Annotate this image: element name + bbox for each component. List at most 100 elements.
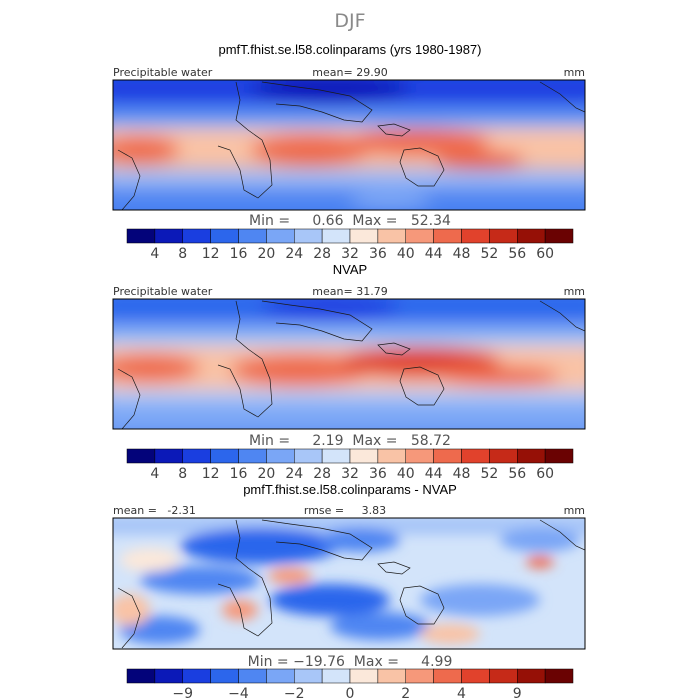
colorbar-tick-label: 48: [453, 246, 471, 262]
colorbar-tick-label: −4: [228, 686, 249, 700]
panel-obs-map: [113, 299, 585, 429]
colorbar-tick-label: 60: [536, 246, 554, 262]
colorbar-tick-label: 44: [425, 466, 443, 482]
colorbar-tick-label: 40: [397, 246, 415, 262]
colorbar-swatch: [321, 668, 351, 684]
colorbar-swatch: [154, 228, 183, 244]
panel-obs-colorbar: 4 8 12 16 20 24 28 32 36 40 44 48 52 56 60: [126, 448, 574, 482]
panel-diff: pmfT.fhist.se.l58.colinparams - NVAP mea…: [112, 482, 586, 700]
panel-model-map: [113, 80, 585, 210]
panel-diff-frame: [112, 517, 586, 650]
panel-obs-left-label: Precipitable water: [113, 285, 213, 298]
panel-model-colorbar: 4 8 12 16 20 24 28 32 36 40 44 48 52 56 60: [126, 228, 574, 262]
colorbar-tick-label: 0: [346, 686, 355, 700]
panel-obs-frame: [112, 298, 586, 430]
colorbar-tick-label: 52: [480, 246, 498, 262]
panel-model: pmfT.fhist.se.l58.colinparams (yrs 1980-…: [112, 42, 586, 262]
colorbar-swatch: [489, 668, 518, 684]
colorbar-swatch: [377, 668, 406, 684]
panel-model-left-label: Precipitable water: [113, 66, 213, 79]
colorbar-swatch: [517, 228, 546, 244]
colorbar-swatch: [154, 448, 183, 464]
colorbar-tick-label: 8: [178, 246, 187, 262]
colorbar-swatch: [210, 228, 239, 244]
panel-diff-minmax: Min = −19.76 Max = 4.99: [248, 654, 453, 670]
panel-obs-minmax: Min = 2.19 Max = 58.72: [249, 433, 451, 449]
panel-model-minmax: Min = 0.66 Max = 52.34: [249, 213, 451, 229]
panel-diff-colorbar: −9 −4 −2 0 2 4 9: [126, 668, 574, 700]
colorbar-tick-label: 24: [285, 246, 303, 262]
colorbar-swatch: [321, 448, 351, 464]
colorbar-swatch: [517, 668, 546, 684]
colorbar-swatch: [461, 228, 490, 244]
colorbar-swatch: [544, 668, 574, 684]
colorbar-swatch: [266, 668, 295, 684]
colorbar-tick-label: 28: [313, 246, 331, 262]
colorbar-swatch: [377, 228, 406, 244]
colorbar-swatch: [349, 668, 379, 684]
colorbar-swatch: [126, 228, 156, 244]
panel-diff-title: pmfT.fhist.se.l58.colinparams - NVAP: [243, 482, 457, 497]
colorbar-swatch: [349, 228, 379, 244]
colorbar-swatch: [405, 228, 434, 244]
colorbar-swatch: [461, 448, 490, 464]
colorbar-swatch: [489, 448, 518, 464]
panel-diff-rmse-label: rmse = 3.83: [304, 504, 386, 517]
colorbar-swatch: [433, 668, 462, 684]
colorbar-tick-label: 9: [513, 686, 522, 700]
colorbar-tick-label: 56: [508, 246, 526, 262]
colorbar-tick-label: 52: [480, 466, 498, 482]
colorbar-tick-label: 28: [313, 466, 331, 482]
panel-model-frame: [112, 79, 586, 211]
panel-diff-map: [113, 518, 585, 649]
colorbar-tick-label: 12: [202, 246, 220, 262]
colorbar-swatch: [433, 228, 462, 244]
colorbar-swatch: [544, 448, 574, 464]
colorbar-swatch: [405, 668, 434, 684]
colorbar-swatch: [294, 448, 323, 464]
colorbar-swatch: [294, 668, 323, 684]
colorbar-tick-label: 8: [178, 466, 187, 482]
colorbar-tick-label: 16: [230, 246, 248, 262]
colorbar-swatch: [182, 448, 211, 464]
colorbar-tick-label: 56: [508, 466, 526, 482]
colorbar-swatch: [489, 228, 518, 244]
colorbar-swatch: [210, 448, 239, 464]
panel-obs: NVAP Precipitable water mean= 31.79 mm: [112, 262, 586, 482]
figure-title: DJF: [334, 10, 365, 32]
panel-model-mean-label: mean= 29.90: [312, 66, 387, 79]
colorbar-tick-label: −9: [172, 686, 193, 700]
colorbar-tick-label: 44: [425, 246, 443, 262]
colorbar-tick-label: 16: [230, 466, 248, 482]
colorbar-swatch: [182, 228, 211, 244]
colorbar-swatch: [238, 228, 267, 244]
colorbar-swatch: [321, 228, 351, 244]
colorbar-tick-label: 12: [202, 466, 220, 482]
panel-obs-title: NVAP: [333, 262, 367, 277]
colorbar-tick-label: 40: [397, 466, 415, 482]
colorbar-swatch: [154, 668, 183, 684]
colorbar-tick-label: 36: [369, 466, 387, 482]
colorbar-tick-label: 4: [457, 686, 466, 700]
colorbar-swatch: [405, 448, 434, 464]
colorbar-tick-label: 2: [401, 686, 410, 700]
colorbar-swatch: [544, 228, 574, 244]
panel-diff-mean-label: mean = -2.31: [113, 504, 196, 517]
colorbar-tick-label: 4: [150, 246, 159, 262]
panel-obs-units: mm: [564, 285, 585, 298]
colorbar-swatch: [126, 668, 156, 684]
colorbar-swatch: [182, 668, 211, 684]
panel-model-units: mm: [564, 66, 585, 79]
colorbar-tick-label: 48: [453, 466, 471, 482]
colorbar-swatch: [433, 448, 462, 464]
colorbar-swatch: [461, 668, 490, 684]
panel-obs-mean-label: mean= 31.79: [312, 285, 387, 298]
panel-model-title: pmfT.fhist.se.l58.colinparams (yrs 1980-…: [218, 42, 481, 57]
colorbar-swatch: [126, 448, 156, 464]
colorbar-swatch: [238, 448, 267, 464]
colorbar-tick-label: 24: [285, 466, 303, 482]
colorbar-tick-label: 36: [369, 246, 387, 262]
colorbar-tick-label: 4: [150, 466, 159, 482]
colorbar-swatch: [266, 228, 295, 244]
colorbar-swatch: [377, 448, 406, 464]
